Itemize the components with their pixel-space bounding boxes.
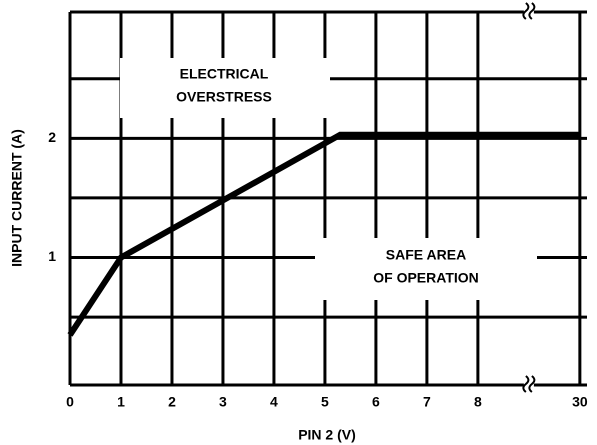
annotation-box (120, 58, 330, 118)
x-tick-label: 8 (474, 394, 482, 410)
axis-break (522, 2, 536, 20)
y-tick-label: 1 (48, 248, 56, 264)
x-tick-label: 5 (321, 394, 329, 410)
x-tick-label: 4 (270, 394, 278, 410)
annotation: SAFE AREA (386, 247, 466, 263)
data-line (67, 131, 580, 337)
annotation-box (315, 238, 537, 300)
annotation: OVERSTRESS (176, 89, 272, 105)
annotation: OF OPERATION (373, 270, 479, 286)
y-tick-label: 2 (48, 129, 56, 145)
x-tick-label: 3 (219, 394, 227, 410)
x-tick-label: 2 (168, 394, 176, 410)
y-axis-label: INPUT CURRENT (A) (9, 129, 25, 267)
x-tick-label: 0 (66, 394, 74, 410)
x-axis-label: PIN 2 (V) (298, 427, 356, 443)
axis-break (523, 376, 534, 394)
x-tick-label: 6 (372, 394, 380, 410)
axis-break (522, 375, 536, 393)
annotation: ELECTRICAL (180, 66, 269, 82)
x-tick-label: 30 (572, 394, 588, 410)
x-tick-label: 7 (423, 394, 431, 410)
axis-break (523, 3, 534, 21)
x-tick-label: 1 (117, 394, 125, 410)
